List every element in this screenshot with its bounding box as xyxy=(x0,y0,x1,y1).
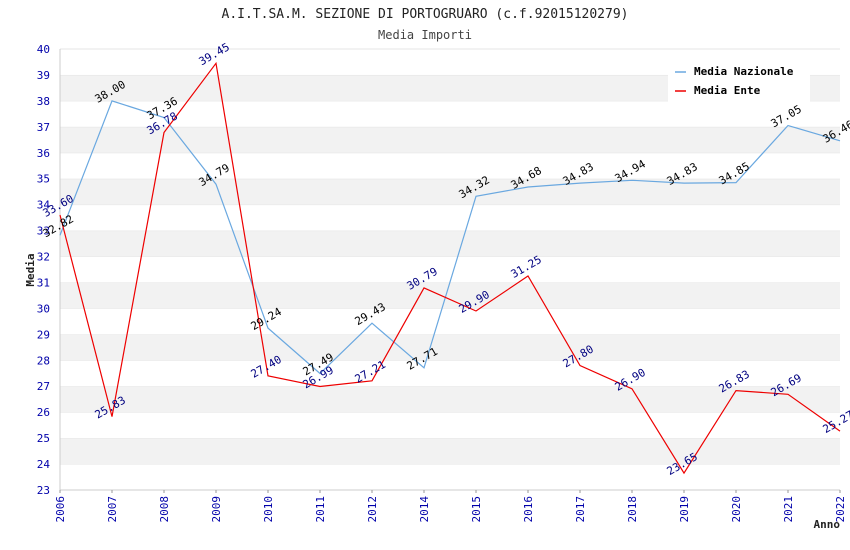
y-tick-label: 24 xyxy=(37,458,51,471)
grid-band xyxy=(60,412,840,439)
grid-band xyxy=(60,282,840,309)
x-tick-label: 2021 xyxy=(782,496,795,523)
grid-band xyxy=(60,126,840,153)
x-tick-label: 2020 xyxy=(730,496,743,523)
x-tick-label: 2014 xyxy=(418,496,431,523)
y-tick-labels: 23 24 25 26 27 28 29 30 31 32 33 34 35 36 37 38 39 40 xyxy=(37,43,51,497)
y-tick-label: 26 xyxy=(37,406,50,419)
grid-band xyxy=(60,100,840,127)
y-tick-label: 25 xyxy=(37,432,50,445)
x-tick-label: 2016 xyxy=(522,496,535,523)
series-line-nazionale xyxy=(59,100,841,375)
x-tick-label: 2011 xyxy=(314,496,327,523)
y-tick-label: 35 xyxy=(37,173,50,186)
grid-band xyxy=(60,360,840,387)
grid-band xyxy=(60,464,840,490)
grid-band xyxy=(60,256,840,283)
legend-box xyxy=(668,60,810,102)
x-tick-label: 2015 xyxy=(470,496,483,523)
y-tick-label: 32 xyxy=(37,251,50,264)
grid-band xyxy=(60,438,840,465)
grid-band xyxy=(60,334,840,361)
grid-band xyxy=(60,230,840,257)
y-tick-label: 29 xyxy=(37,328,50,341)
legend-label-ente: Media Ente xyxy=(694,84,761,97)
series-line-ente xyxy=(59,61,841,475)
y-tick-label: 38 xyxy=(37,95,50,108)
y-tick-label: 31 xyxy=(37,276,50,289)
x-tick-label: 2022 xyxy=(834,496,847,523)
grid-band xyxy=(60,204,840,231)
y-tick-label: 28 xyxy=(37,354,50,367)
legend: Media Nazionale Media Ente xyxy=(668,60,810,102)
x-tick-label: 2019 xyxy=(678,496,691,523)
x-tick-label: 2009 xyxy=(210,496,223,523)
grid-bands xyxy=(60,48,840,490)
x-tick-label: 2010 xyxy=(262,496,275,523)
x-tick-labels: 2006 2007 2008 2009 2010 2011 2012 2014 2015 2016… xyxy=(54,490,847,523)
y-tick-label: 33 xyxy=(37,225,50,238)
x-tick-label: 2012 xyxy=(366,496,379,523)
x-tick-label: 2006 xyxy=(54,496,67,523)
y-tick-label: 40 xyxy=(37,43,50,56)
grid-band xyxy=(60,152,840,179)
x-tick-label: 2017 xyxy=(574,496,587,523)
x-tick-label: 2008 xyxy=(158,496,171,523)
legend-label-nazionale: Media Nazionale xyxy=(694,65,794,78)
y-axis-label: Media xyxy=(24,253,37,286)
x-tick-label: 2018 xyxy=(626,496,639,523)
y-tick-label: 27 xyxy=(37,380,50,393)
chart-title: A.I.T.SA.M. SEZIONE DI PORTOGRUARO (c.f.… xyxy=(222,7,629,22)
chart-subtitle: Media Importi xyxy=(378,28,472,42)
y-tick-label: 34 xyxy=(37,199,51,212)
y-tick-label: 39 xyxy=(37,69,50,82)
y-tick-label: 36 xyxy=(37,147,50,160)
y-tick-label: 23 xyxy=(37,484,50,497)
x-axis-label: Anno xyxy=(814,518,841,531)
grid-band xyxy=(60,308,840,335)
x-tick-label: 2007 xyxy=(106,496,119,523)
y-tick-label: 30 xyxy=(37,302,50,315)
series-lines xyxy=(59,61,841,475)
y-tick-label: 37 xyxy=(37,121,50,134)
grid-band xyxy=(60,386,840,413)
